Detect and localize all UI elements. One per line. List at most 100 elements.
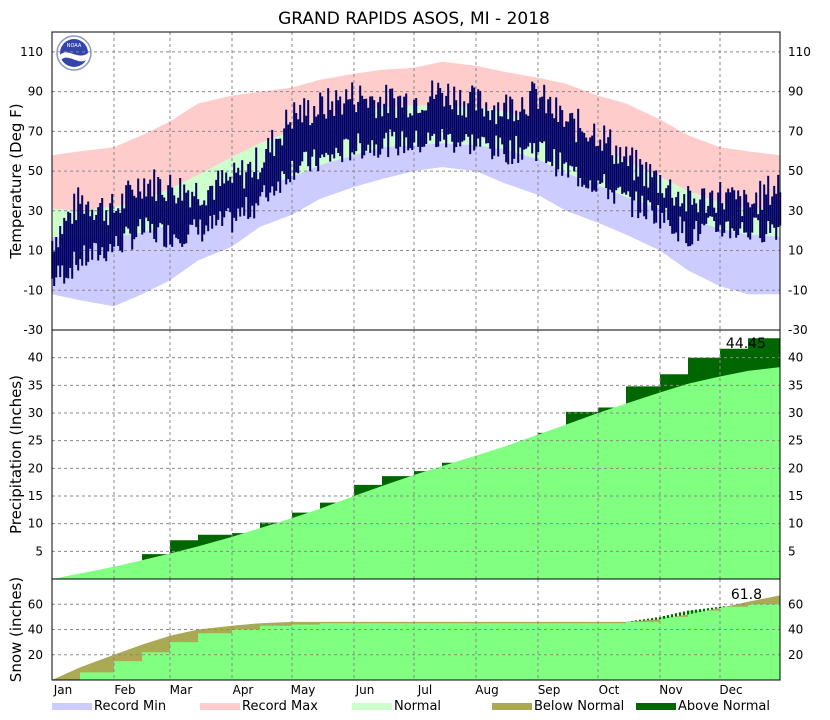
observed-temperature-bar [381, 116, 384, 149]
observed-temperature-bar [137, 178, 140, 227]
observed-temperature-bar [719, 182, 722, 225]
observed-temperature-bar [357, 101, 360, 134]
observed-temperature-bar [661, 193, 664, 213]
observed-temperature-bar [395, 117, 398, 149]
observed-temperature-bar [75, 220, 78, 265]
observed-temperature-bar [523, 109, 526, 150]
observed-temperature-bar [209, 186, 212, 216]
observed-temperature-bar [377, 102, 380, 158]
observed-temperature-bar [731, 187, 734, 229]
legend-swatch [492, 703, 532, 710]
observed-temperature-bar [227, 180, 230, 209]
observed-temperature-bar [485, 102, 488, 144]
observed-temperature-bar [347, 99, 350, 140]
observed-temperature-bar [595, 146, 598, 192]
observed-temperature-bar [449, 105, 452, 134]
observed-temperature-bar [53, 251, 56, 286]
observed-temperature-bar [591, 135, 594, 192]
observed-temperature-bar [439, 88, 442, 142]
observed-temperature-bar [199, 205, 202, 220]
observed-temperature-bar [361, 95, 364, 159]
observed-temperature-bar [197, 199, 200, 235]
observed-temperature-bar [553, 118, 556, 150]
month-label: Oct [599, 683, 620, 697]
month-label: Aug [475, 683, 498, 697]
observed-temperature-bar [563, 126, 566, 164]
month-axis: Jan Feb Mar Apr May Jun Jul Aug Sep Oct Nov Dec [53, 683, 743, 697]
precipitation-ytick-left: 30 [28, 406, 43, 420]
month-label: Feb [114, 683, 135, 697]
observed-temperature-bar [699, 199, 702, 234]
observed-temperature-bar [669, 179, 672, 226]
observed-temperature-bar [443, 106, 446, 140]
observed-temperature-bar [157, 177, 160, 228]
observed-temperature-bar [55, 237, 58, 278]
observed-temperature-bar [589, 137, 592, 181]
observed-temperature-bar [481, 108, 484, 137]
observed-temperature-bar [453, 86, 456, 153]
observed-temperature-bar [79, 203, 82, 260]
observed-temperature-bar [623, 156, 626, 193]
observed-temperature-bar [557, 122, 560, 170]
observed-temperature-bar [313, 106, 316, 150]
observed-temperature-bar [149, 179, 152, 233]
observed-temperature-bar [113, 213, 116, 247]
observed-temperature-bar [375, 118, 378, 145]
observed-temperature-bar [455, 100, 458, 147]
month-label: Sep [538, 683, 561, 697]
observed-temperature-bar [643, 186, 646, 217]
observed-temperature-bar [683, 194, 686, 222]
observed-temperature-bar [583, 132, 586, 185]
temperature-ytick-left: 10 [28, 244, 43, 258]
precipitation-ytick-left: 20 [28, 461, 43, 475]
observed-temperature-bar [169, 174, 172, 245]
legend-label: Below Normal [534, 699, 624, 714]
precipitation-panel: 5 5 10 10 15 15 20 20 25 25 30 30 35 35 40 40 44.45 Preci… [7, 329, 803, 580]
observed-temperature-bar [77, 187, 80, 271]
observed-temperature-bar [577, 108, 580, 187]
observed-temperature-bar [359, 85, 362, 144]
observed-temperature-bar [749, 207, 752, 240]
observed-temperature-bar [71, 223, 74, 279]
observed-temperature-bar [319, 92, 322, 158]
observed-temperature-bar [119, 212, 122, 251]
observed-temperature-bar [367, 107, 370, 145]
observed-temperature-bar [315, 116, 318, 166]
observed-temperature-bar [253, 172, 256, 219]
observed-temperature-bar [529, 91, 532, 143]
observed-temperature-bar [73, 193, 76, 252]
observed-temperature-bar [685, 211, 688, 244]
observed-temperature-bar [711, 190, 714, 217]
observed-temperature-bar [179, 178, 182, 244]
temperature-ytick-right: -10 [788, 283, 808, 297]
observed-temperature-bar [585, 137, 588, 188]
month-label: Nov [659, 683, 682, 697]
observed-temperature-bar [191, 191, 194, 225]
observed-temperature-bar [363, 99, 366, 156]
observed-temperature-bar [549, 96, 552, 162]
month-label: Dec [719, 683, 742, 697]
observed-temperature-bar [533, 83, 536, 144]
observed-temperature-bar [491, 110, 494, 160]
observed-temperature-bar [697, 212, 700, 241]
snow-y-axis-label: Snow (inches) [7, 577, 25, 682]
observed-temperature-bar [195, 182, 198, 228]
observed-temperature-bar [213, 199, 216, 215]
observed-temperature-bar [675, 197, 678, 233]
observed-temperature-bar [541, 96, 544, 144]
observed-temperature-bar [701, 188, 704, 224]
observed-temperature-bar [617, 163, 620, 188]
observed-temperature-bar [535, 89, 538, 161]
observed-temperature-bar [607, 137, 610, 200]
observed-temperature-bar [159, 179, 162, 223]
observed-temperature-bar [401, 107, 404, 131]
temperature-y-axis-label: Temperature (Deg F) [7, 103, 25, 259]
observed-temperature-bar [411, 115, 414, 150]
observed-temperature-bar [743, 189, 746, 233]
observed-temperature-bar [299, 104, 302, 166]
observed-temperature-bar [463, 101, 466, 141]
observed-temperature-bar [215, 179, 218, 226]
observed-temperature-bar [125, 185, 128, 227]
observed-temperature-bar [425, 110, 428, 144]
observed-temperature-bar [753, 203, 756, 218]
